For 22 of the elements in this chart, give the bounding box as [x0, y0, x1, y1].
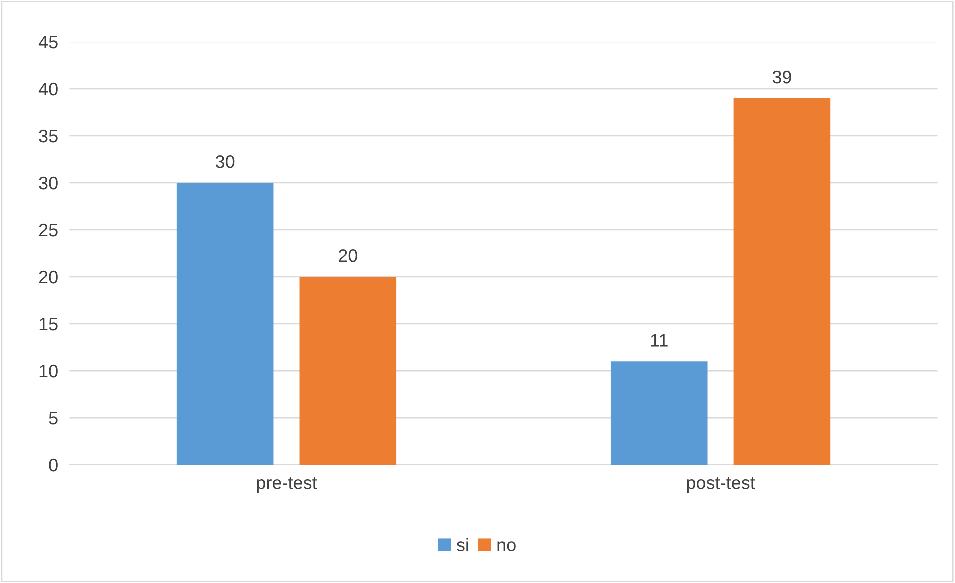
y-tick-label: 35 [39, 130, 58, 143]
data-label: 11 [651, 334, 668, 347]
y-tick-label: 40 [38, 82, 58, 96]
data-label: 20 [339, 250, 358, 262]
bar [610, 362, 708, 465]
data-label: 39 [772, 70, 792, 84]
x-tick-label: pre-test [257, 478, 318, 493]
y-tick-label: 20 [39, 270, 58, 284]
y-tick-label: 30 [39, 176, 58, 190]
bar [300, 276, 397, 465]
bar [176, 182, 274, 465]
y-tick-label: 45 [38, 36, 58, 49]
legend-label: si [456, 538, 468, 552]
y-tick-label: 10 [40, 364, 58, 378]
y-tick-label: 25 [39, 224, 58, 237]
y-tick-label: 15 [40, 318, 58, 331]
y-tick-label: 0 [49, 458, 58, 472]
x-tick-label: post-test [687, 478, 756, 493]
data-label: 30 [216, 156, 235, 168]
legend-label: no [498, 542, 516, 552]
bar [734, 98, 831, 465]
y-tick-label: 5 [49, 412, 58, 425]
